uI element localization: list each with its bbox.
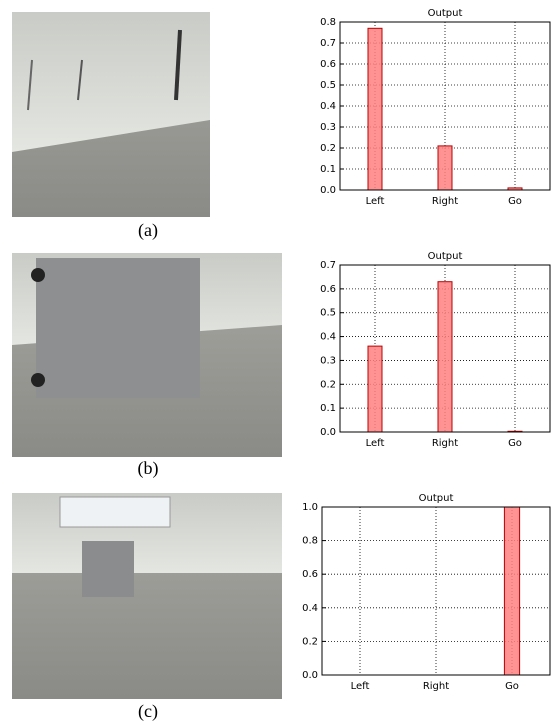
x-tick-label: Left [366, 438, 385, 449]
plot-frame [339, 21, 551, 191]
y-tick-label: 1.0 [302, 502, 318, 513]
y-tick-label: 0.2 [320, 379, 336, 390]
y-tick-label: 0.3 [320, 355, 336, 366]
y-tick-label: 0.0 [302, 670, 318, 681]
y-tick-label: 0.8 [302, 536, 318, 547]
y-tick-label: 0.7 [320, 260, 336, 271]
y-tick-label: 0.5 [320, 308, 336, 319]
y-tick-label: 0.8 [320, 17, 336, 28]
plot-frame [339, 264, 551, 433]
bar [437, 145, 453, 191]
y-tick-label: 0.5 [320, 80, 336, 91]
y-tick-label: 0.4 [320, 332, 336, 343]
chart-title: Output [428, 251, 463, 262]
x-tick-label: Right [432, 438, 458, 449]
bar [367, 27, 383, 191]
x-tick-label: Left [366, 196, 385, 207]
caption: (c) [138, 701, 158, 722]
bar [367, 345, 383, 433]
y-tick-label: 0.4 [320, 101, 336, 112]
photo-b [12, 253, 282, 457]
y-tick-label: 0.3 [320, 122, 336, 133]
y-tick-label: 0.1 [320, 164, 336, 175]
chart-title: Output [419, 493, 454, 504]
y-tick-label: 0.0 [320, 185, 336, 196]
x-tick-label: Left [351, 681, 370, 692]
chart-title: Output [428, 8, 463, 19]
x-tick-label: Go [508, 196, 522, 207]
caption: (b) [138, 458, 159, 479]
y-tick-label: 0.2 [302, 636, 318, 647]
chart: Output 0.0 0.2 0.4 0.6 0.8 1.0 Left Right Go [302, 493, 551, 692]
bar [437, 281, 453, 433]
photo-c [12, 493, 282, 699]
plot-frame [321, 506, 551, 676]
x-tick-label: Go [505, 681, 519, 692]
y-tick-label: 0.6 [320, 284, 336, 295]
chart: Output 0.0 0.1 0.2 0.3 0.4 0.5 0.6 0.7 0.8 Left Rig… [320, 8, 551, 207]
y-tick-label: 0.6 [320, 59, 336, 70]
bar [503, 506, 521, 676]
y-tick-label: 0.4 [302, 603, 318, 614]
y-tick-label: 0.6 [302, 569, 318, 580]
chart: Output 0.0 0.1 0.2 0.3 0.4 0.5 0.6 0.7 Left Right G… [320, 251, 551, 449]
y-tick-label: 0.1 [320, 403, 336, 414]
photo-a [12, 12, 210, 217]
x-tick-label: Right [423, 681, 449, 692]
y-tick-label: 0.2 [320, 143, 336, 154]
y-tick-label: 0.0 [320, 427, 336, 438]
x-tick-label: Go [508, 438, 522, 449]
caption: (a) [138, 220, 158, 241]
y-tick-label: 0.7 [320, 38, 336, 49]
x-tick-label: Right [432, 196, 458, 207]
